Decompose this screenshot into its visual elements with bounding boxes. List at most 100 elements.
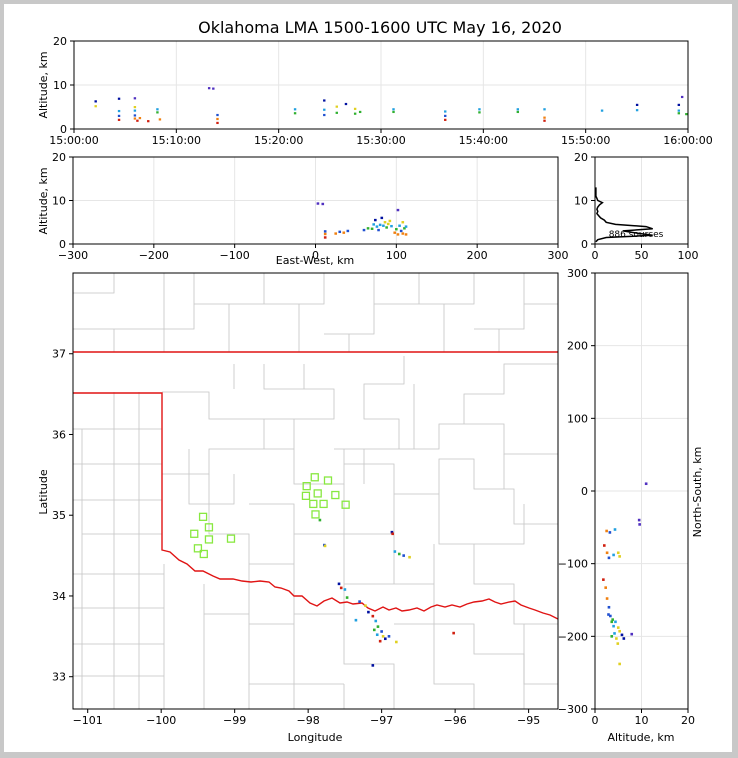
time-tick-label: 15:00:00 [49, 134, 98, 147]
map-source-point [323, 544, 327, 548]
hist-alt-tick-label: 0 [581, 238, 588, 251]
east-west-xlabel: East-West, km [276, 254, 354, 267]
ns-source-point [618, 629, 621, 633]
east-west-ticks: −300 −200 −100 0 100 200 300 0 10 20 [52, 151, 569, 262]
oklahoma-border [73, 392, 558, 620]
latitude-label: Latitude [37, 469, 50, 515]
ew-source-point [398, 224, 401, 227]
time-source-point [516, 110, 520, 114]
time-source-point [685, 113, 688, 116]
time-tick-label: 15:50:00 [561, 134, 610, 147]
time-source-point [677, 103, 681, 106]
ns-tick-label: −200 [558, 630, 588, 643]
ew-source-point [404, 225, 408, 228]
time-source-point [216, 113, 219, 117]
latitude-tick-label: 35 [52, 509, 66, 522]
time-source-point [117, 118, 121, 121]
longitude-tick-label: −98 [297, 714, 320, 727]
figure-canvas: Oklahoma LMA 1500-1600 UTC May 16, 2020 … [4, 4, 732, 752]
ew-source-point [393, 231, 397, 234]
time-source-point [353, 112, 357, 115]
ew-source-point [403, 227, 406, 230]
ew-source-point [404, 233, 408, 236]
map-source-point [380, 630, 383, 633]
map-source-point [345, 596, 349, 599]
ns-alt-tick-label: 10 [635, 714, 649, 727]
ns-source-point [637, 518, 641, 522]
time-source-point [392, 108, 395, 111]
lma-station-marker [313, 489, 322, 498]
time-source-point [353, 107, 357, 110]
lma-station-marker [331, 490, 340, 500]
lma-station-marker [301, 491, 311, 500]
time-source-point [207, 87, 211, 90]
map-sources [318, 518, 455, 667]
ns-alt-tick-label: 0 [592, 714, 599, 727]
map-source-point [391, 532, 394, 536]
map-source-point [337, 582, 341, 586]
ew-source-point [321, 202, 325, 206]
time-tick-label: 15:20:00 [254, 134, 303, 147]
time-source-point [133, 109, 137, 112]
lma-station-marker [198, 512, 208, 521]
ns-source-point [605, 551, 609, 555]
time-source-point [133, 117, 137, 120]
latitude-tick-label: 33 [52, 671, 66, 684]
time-source-point [677, 109, 681, 112]
ns-source-point [610, 620, 614, 624]
ns-source-point [612, 624, 615, 628]
time-source-point [133, 114, 137, 117]
ns-source-point [604, 586, 607, 589]
map-source-point [371, 614, 375, 618]
map-source-point [358, 600, 361, 603]
time-source-point [444, 110, 447, 113]
ew-source-point [377, 228, 380, 232]
time-source-point [136, 119, 139, 122]
north-south-grid [594, 272, 689, 710]
ns-source-point [616, 551, 620, 555]
ew-source-point [401, 221, 405, 224]
map-source-point [452, 631, 455, 635]
altitude-histogram-panel: 0 50 100 0 10 20 886 sources [574, 151, 699, 262]
time-source-point [216, 117, 219, 121]
ns-source-point [618, 662, 621, 666]
ew-source-point [323, 230, 327, 233]
ew-source-point [401, 232, 405, 235]
north-south-ylabel: North-South, km [691, 447, 704, 538]
time-source-point [543, 108, 546, 111]
longitude-tick-label: −99 [223, 714, 246, 727]
ns-source-point [607, 556, 611, 560]
lma-station-marker [319, 499, 328, 509]
ns-source-point [644, 482, 648, 486]
lma-station-marker [199, 549, 208, 559]
time-source-point [156, 111, 159, 114]
hist-tick-label: 100 [678, 249, 699, 262]
north-south-sources [602, 482, 648, 666]
time-source-point [600, 109, 604, 112]
time-source-point [133, 106, 137, 109]
east-west-sources [316, 202, 408, 239]
ew-source-point [370, 227, 374, 230]
ew-tick-label: −100 [220, 249, 250, 262]
east-west-grid [72, 156, 559, 245]
ns-source-point [615, 637, 618, 640]
time-source-point [323, 99, 326, 102]
map-source-point [371, 664, 375, 667]
time-source-point [543, 116, 546, 119]
histogram-line [595, 187, 653, 243]
plan-view-panel: −101 −100 −99 −98 −97 −96 −95 33 34 35 36 37 Latitu… [37, 272, 559, 744]
map-source-point [364, 604, 367, 607]
ew-source-point [334, 232, 338, 235]
map-source-point [354, 618, 358, 622]
time-altitude-grid [73, 40, 689, 130]
ns-tick-label: 0 [581, 485, 588, 498]
longitude-tick-label: −96 [444, 714, 467, 727]
hist-alt-tick-label: 10 [574, 195, 588, 208]
ew-alt-tick-label: 10 [52, 195, 66, 208]
ns-source-point [605, 597, 609, 600]
lma-station-marker [204, 523, 214, 532]
time-source-point [478, 111, 481, 114]
time-source-point [117, 97, 121, 100]
lma-station-marker [311, 510, 320, 519]
ns-source-point [607, 613, 610, 616]
